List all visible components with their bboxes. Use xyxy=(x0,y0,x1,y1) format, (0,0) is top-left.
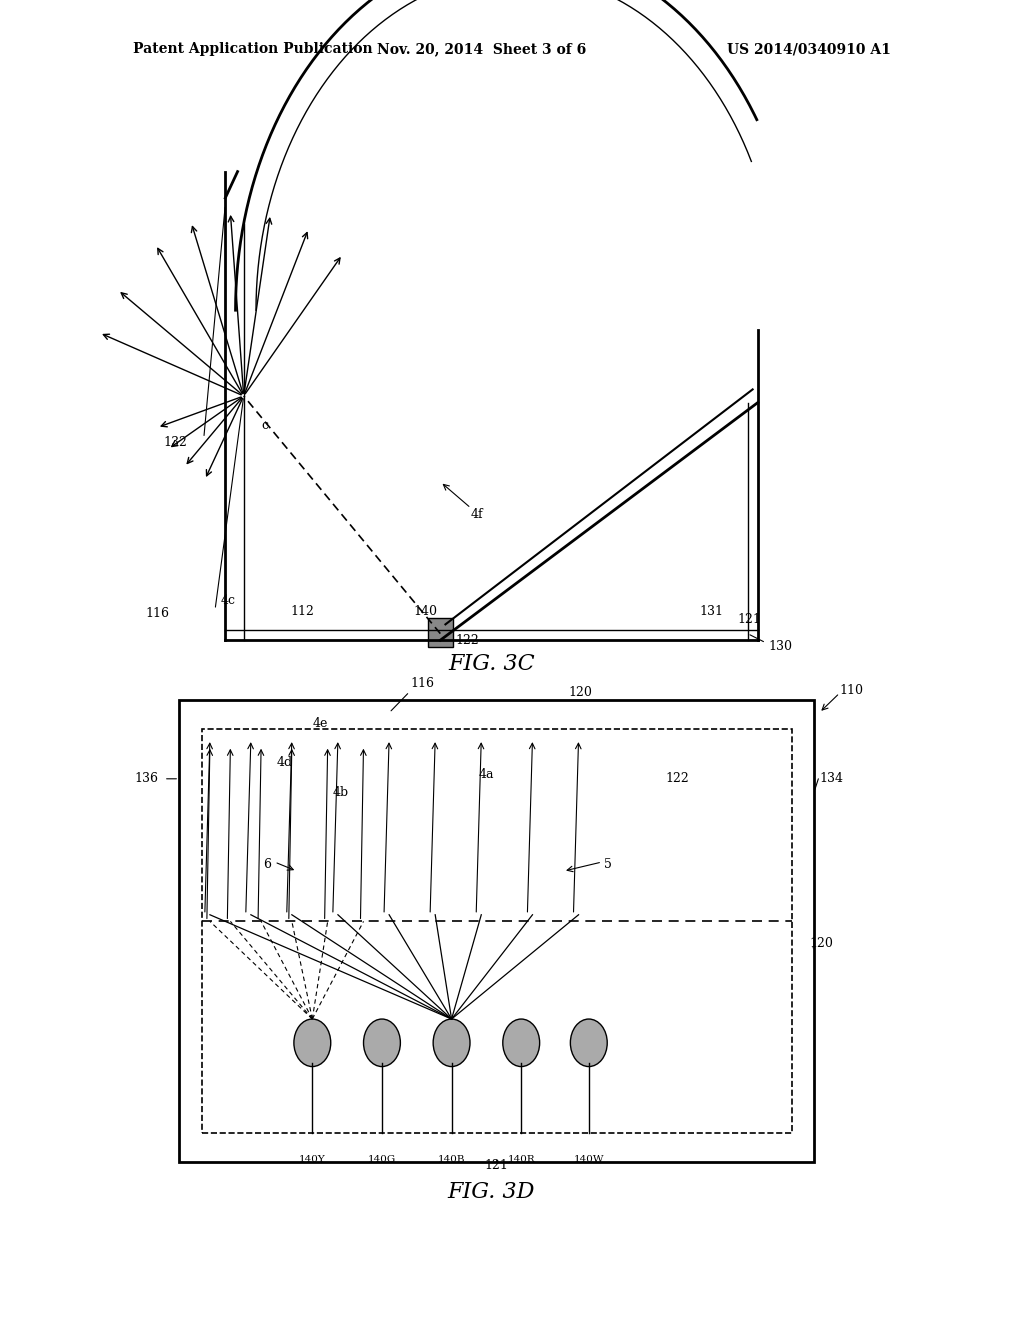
Text: 4e: 4e xyxy=(312,717,328,730)
Text: 140Y: 140Y xyxy=(299,1155,326,1164)
Text: 121: 121 xyxy=(737,612,761,626)
Text: 4c: 4c xyxy=(220,594,236,607)
Text: Patent Application Publication: Patent Application Publication xyxy=(133,42,373,57)
Circle shape xyxy=(433,1019,470,1067)
Text: Nov. 20, 2014  Sheet 3 of 6: Nov. 20, 2014 Sheet 3 of 6 xyxy=(377,42,586,57)
Text: 140G: 140G xyxy=(368,1155,396,1164)
Text: US 2014/0340910 A1: US 2014/0340910 A1 xyxy=(727,42,891,57)
Circle shape xyxy=(364,1019,400,1067)
Text: FIG. 3C: FIG. 3C xyxy=(449,653,535,676)
Bar xyxy=(179,700,814,1162)
Circle shape xyxy=(503,1019,540,1067)
Text: 116: 116 xyxy=(411,677,435,690)
Text: 122: 122 xyxy=(666,772,689,785)
Text: 6: 6 xyxy=(263,858,271,871)
Text: 132: 132 xyxy=(164,436,187,449)
Text: 4f: 4f xyxy=(471,508,483,521)
Text: 121: 121 xyxy=(484,1159,509,1172)
Text: 4d: 4d xyxy=(276,756,293,770)
Text: 120: 120 xyxy=(568,686,592,700)
Circle shape xyxy=(570,1019,607,1067)
Text: 4b: 4b xyxy=(333,785,349,799)
Text: 5: 5 xyxy=(604,858,612,871)
Text: c: c xyxy=(261,418,268,432)
Text: 140B: 140B xyxy=(438,1155,465,1164)
Text: 122: 122 xyxy=(456,634,479,647)
Bar xyxy=(202,729,792,1133)
Text: 4a: 4a xyxy=(478,768,494,781)
Text: 140R: 140R xyxy=(508,1155,535,1164)
Text: 134: 134 xyxy=(819,772,843,785)
Text: 131: 131 xyxy=(699,605,724,618)
Text: 140W: 140W xyxy=(573,1155,604,1164)
Circle shape xyxy=(294,1019,331,1067)
Text: 110: 110 xyxy=(840,684,863,697)
Text: 140: 140 xyxy=(413,605,437,618)
Bar xyxy=(428,618,453,647)
Text: 136: 136 xyxy=(135,772,159,785)
Text: 112: 112 xyxy=(290,605,314,618)
Text: 130: 130 xyxy=(768,640,792,653)
Text: 120: 120 xyxy=(809,937,833,950)
Text: 116: 116 xyxy=(145,607,169,620)
Text: FIG. 3D: FIG. 3D xyxy=(447,1181,536,1204)
